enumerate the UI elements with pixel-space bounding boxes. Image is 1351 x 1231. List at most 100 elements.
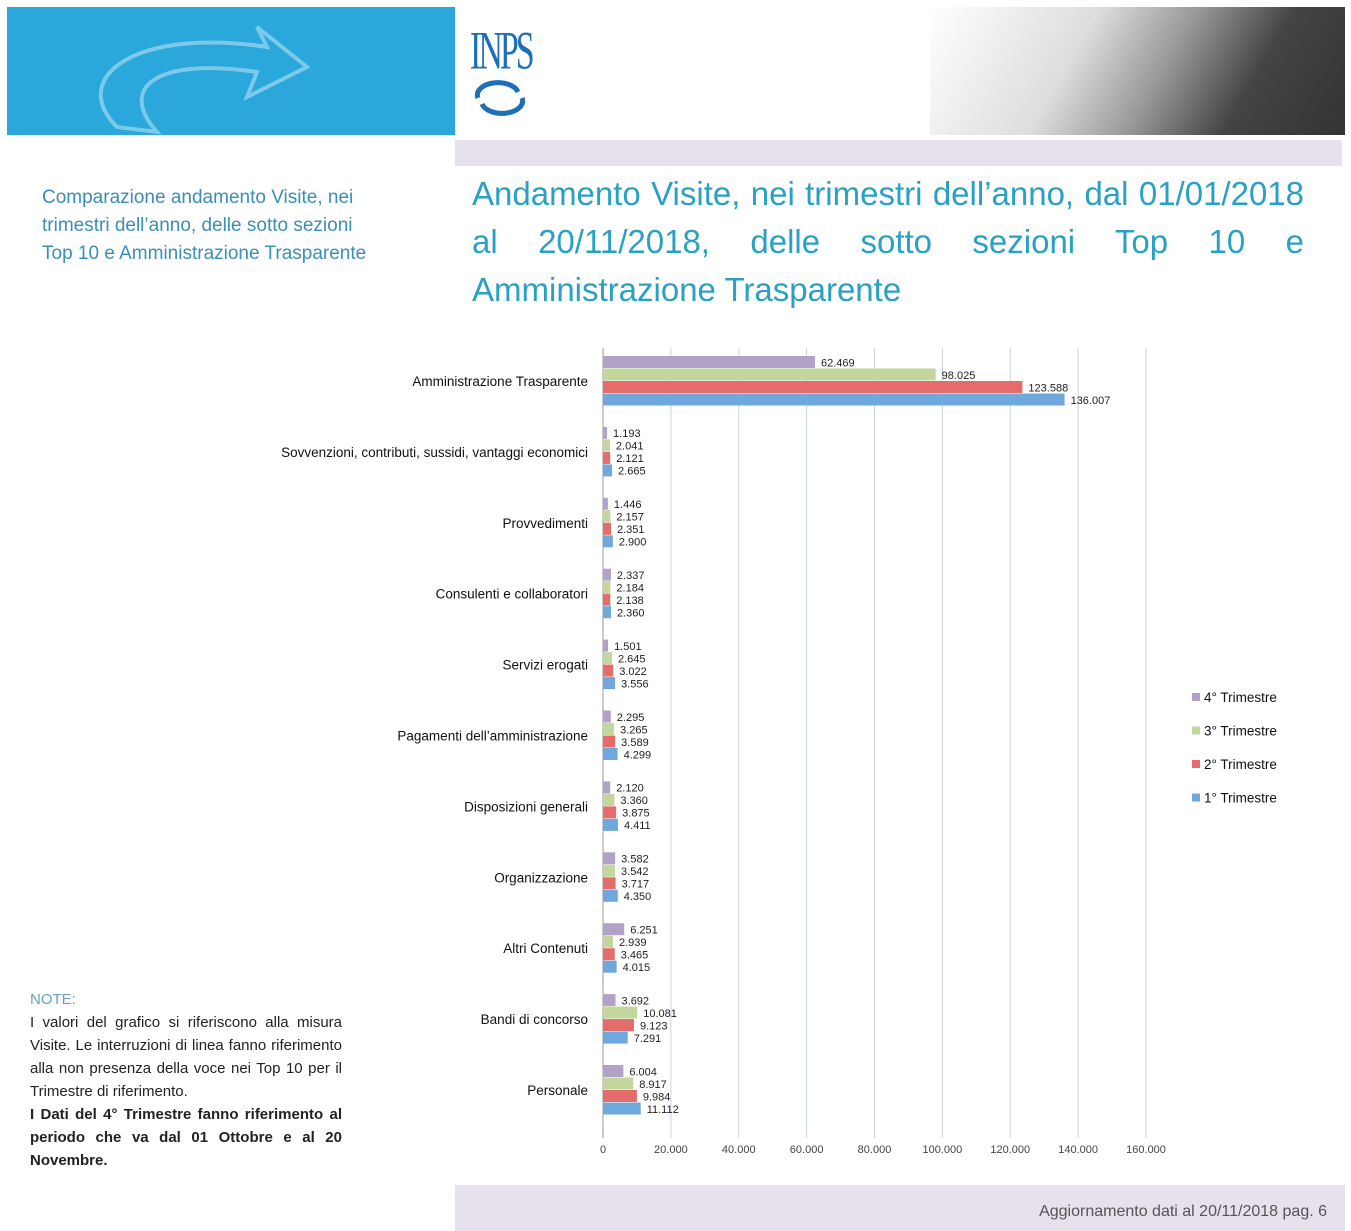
value-label: 3.692 [622, 995, 650, 1007]
value-label: 2.121 [616, 453, 644, 465]
value-label: 3.556 [621, 678, 649, 690]
header-strip [455, 140, 1342, 166]
value-label: 9.123 [640, 1020, 668, 1032]
y-tick-label: Organizzazione [494, 870, 588, 885]
value-label: 2.351 [617, 524, 645, 536]
value-label: 2.120 [616, 783, 644, 795]
page-title: Andamento Visite, nei trimestri dell’ann… [472, 175, 1304, 308]
x-tick-label: 80.000 [858, 1144, 892, 1156]
y-tick-label: Pagamenti dell’amministrazione [397, 729, 588, 744]
value-label: 3.875 [622, 808, 650, 820]
bar [603, 948, 615, 961]
bar [603, 426, 608, 439]
value-label: 2.041 [616, 441, 644, 453]
header-photo [930, 7, 1345, 135]
y-tick-label: Consulenti e collaboratori [436, 587, 588, 602]
x-tick-label: 0 [600, 1144, 606, 1156]
x-tick-label: 20.000 [654, 1144, 688, 1156]
legend-swatch [1192, 760, 1200, 768]
value-label: 2.295 [617, 712, 645, 724]
bar [603, 852, 616, 865]
value-label: 136.007 [1071, 395, 1111, 407]
y-tick-label: Disposizioni generali [464, 799, 588, 814]
bar [603, 994, 616, 1007]
bar [603, 451, 611, 464]
bar [603, 581, 611, 594]
value-label: 2.337 [617, 570, 645, 582]
bar [603, 889, 618, 902]
value-label: 3.265 [620, 724, 648, 736]
value-label: 98.025 [942, 370, 976, 382]
note-heading: NOTE: [30, 991, 76, 1008]
bar [603, 1102, 641, 1115]
bar [603, 1006, 638, 1019]
bar [603, 1019, 634, 1032]
bar [603, 864, 616, 877]
bar [603, 593, 611, 606]
value-label: 6.251 [630, 924, 658, 936]
bar [603, 1090, 637, 1102]
legend-label: 2° Trimestre [1204, 757, 1277, 772]
value-label: 2.157 [616, 512, 644, 524]
bar [603, 393, 1065, 406]
value-label: 3.360 [620, 795, 648, 807]
bar [603, 568, 611, 581]
value-label: 2.360 [617, 607, 645, 619]
value-label: 1.446 [614, 499, 642, 511]
banner-art [98, 25, 311, 135]
value-label: 2.184 [616, 582, 644, 594]
value-label: 1.501 [614, 641, 642, 653]
value-label: 2.665 [618, 466, 646, 478]
legend-swatch [1192, 693, 1200, 701]
x-tick-label: 100.000 [922, 1144, 962, 1156]
value-label: 3.022 [619, 666, 647, 678]
bar [603, 935, 613, 948]
y-tick-label: Sovvenzioni, contributi, sussidi, vantag… [281, 445, 588, 460]
bar [603, 1077, 634, 1090]
value-label: 4.015 [623, 962, 651, 974]
y-tick-label: Provvedimenti [502, 516, 588, 531]
bar [603, 735, 616, 748]
x-tick-label: 60.000 [790, 1144, 824, 1156]
bar [603, 464, 613, 477]
bar [603, 368, 936, 381]
value-label: 3.717 [622, 879, 650, 891]
note: NOTE: I valori del grafico si riferiscon… [30, 988, 342, 1172]
value-label: 123.588 [1028, 382, 1068, 394]
value-label: 3.542 [621, 866, 649, 878]
x-tick-label: 140.000 [1058, 1144, 1098, 1156]
logo: INPS [470, 22, 535, 82]
value-label: 4.411 [624, 820, 651, 832]
x-tick-label: 160.000 [1126, 1144, 1166, 1156]
value-label: 6.004 [629, 1066, 657, 1078]
value-label: 11.112 [647, 1104, 679, 1116]
value-label: 4.299 [624, 749, 652, 761]
value-label: 62.469 [821, 357, 855, 369]
legend-swatch [1192, 726, 1200, 735]
header-banner [7, 7, 455, 135]
x-tick-label: 120.000 [990, 1144, 1030, 1156]
bar [603, 510, 611, 523]
legend-label: 4° Trimestre [1204, 690, 1277, 705]
bar [603, 381, 1023, 393]
value-label: 2.939 [619, 937, 647, 949]
bar [603, 1065, 624, 1077]
bar [603, 923, 625, 936]
bar [603, 710, 611, 723]
bar [603, 439, 610, 452]
value-label: 4.350 [624, 891, 652, 903]
y-tick-label: Servizi erogati [502, 658, 588, 673]
bar [603, 639, 609, 652]
bar [603, 806, 617, 819]
bar [603, 960, 617, 973]
footer: Aggiornamento dati al 20/11/2018 pag. 6 [455, 1185, 1345, 1231]
y-tick-label: Altri Contenuti [503, 941, 588, 956]
bar [603, 677, 616, 690]
value-label: 2.645 [618, 653, 646, 665]
value-label: 3.582 [621, 854, 649, 866]
logo-icon [474, 80, 526, 116]
bar [603, 497, 608, 510]
bar [603, 818, 618, 831]
value-label: 9.984 [643, 1091, 671, 1103]
